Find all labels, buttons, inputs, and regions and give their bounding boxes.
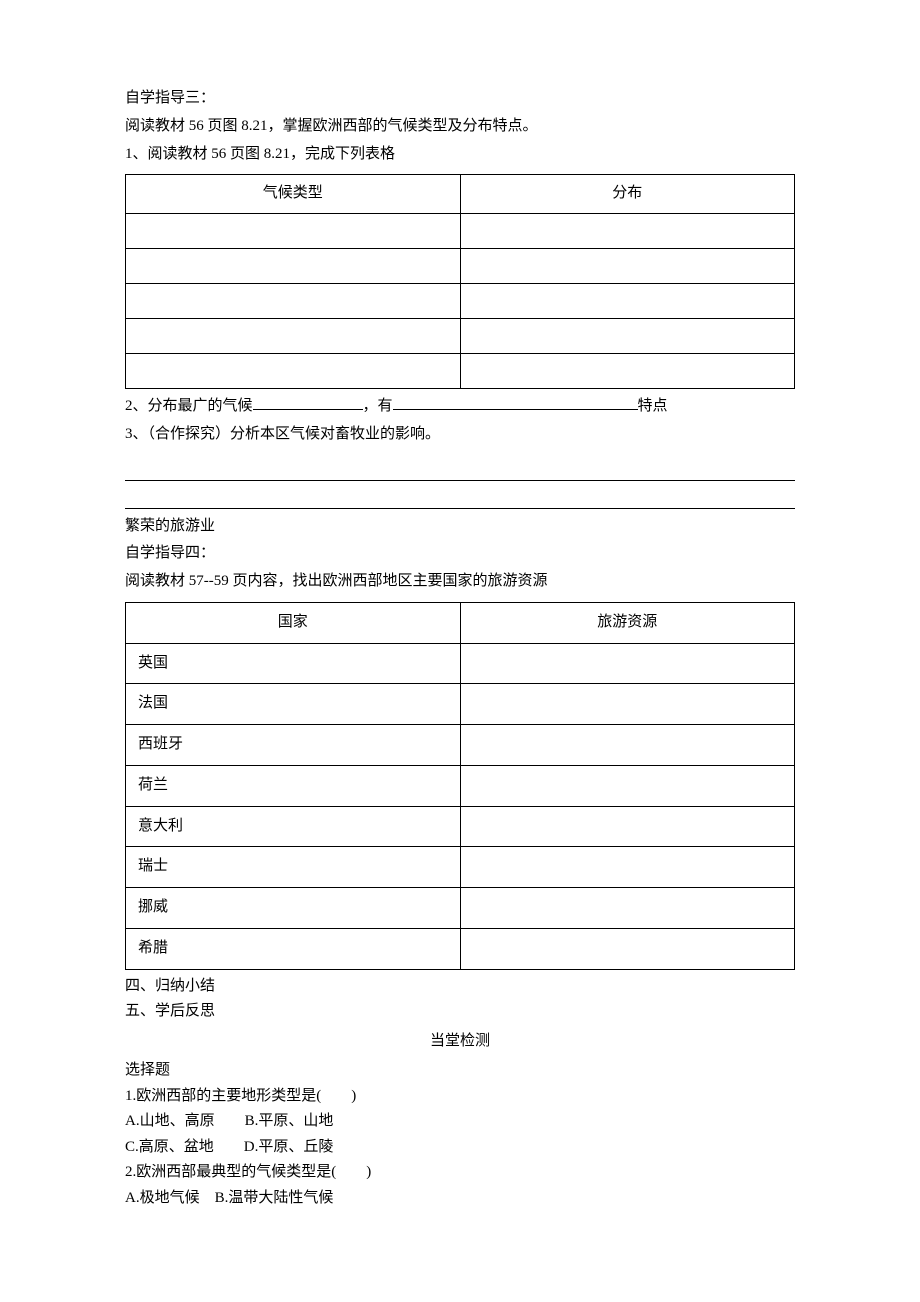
country-cell: 挪威 <box>126 888 461 929</box>
quiz-q1: 1.欧洲西部的主要地形类型是( ) <box>125 1084 795 1110</box>
cell <box>126 354 461 389</box>
quiz-q1-opts-a: A.山地、高原 B.平原、山地 <box>125 1109 795 1135</box>
section-4: 四、归纳小结 <box>125 974 795 1000</box>
table-row <box>126 249 795 284</box>
quiz-subtitle: 选择题 <box>125 1058 795 1084</box>
table-row: 西班牙 <box>126 725 795 766</box>
s3-q2-part-b: ，有 <box>363 398 393 414</box>
selfstudy-3-title: 自学指导三： <box>125 85 795 113</box>
cell <box>460 319 795 354</box>
table-header-row: 气候类型 分布 <box>126 175 795 214</box>
s3-q2-part-c: 特点 <box>638 398 668 414</box>
resource-cell <box>460 643 795 684</box>
cell <box>460 354 795 389</box>
resource-cell <box>460 684 795 725</box>
s3-q3-text: 3、（合作探究）分析本区气候对畜牧业的影响。 <box>125 421 795 449</box>
cell <box>126 214 461 249</box>
cell <box>126 249 461 284</box>
country-cell: 希腊 <box>126 928 461 969</box>
quiz-q1-opts-b: C.高原、盆地 D.平原、丘陵 <box>125 1135 795 1161</box>
country-cell: 意大利 <box>126 806 461 847</box>
country-cell: 西班牙 <box>126 725 461 766</box>
distribution-header: 分布 <box>460 175 795 214</box>
table-header-row: 国家 旅游资源 <box>126 602 795 643</box>
fill-blank <box>253 393 363 410</box>
table-row: 瑞士 <box>126 847 795 888</box>
quiz-q2-opts-a: A.极地气候 B.温带大陆性气候 <box>125 1186 795 1212</box>
resource-cell <box>460 928 795 969</box>
resource-cell <box>460 725 795 766</box>
tourism-table: 国家 旅游资源 英国 法国 西班牙 荷兰 意大利 瑞士 挪威 希腊 <box>125 602 795 970</box>
table-row: 希腊 <box>126 928 795 969</box>
table-row <box>126 214 795 249</box>
table-row: 荷兰 <box>126 765 795 806</box>
selfstudy-4-intro: 阅读教材 57--59 页内容，找出欧洲西部地区主要国家的旅游资源 <box>125 568 795 596</box>
table-row <box>126 319 795 354</box>
fill-blank <box>393 393 638 410</box>
cell <box>460 284 795 319</box>
s3-q2-part-a: 2、分布最广的气候 <box>125 398 253 414</box>
country-cell: 英国 <box>126 643 461 684</box>
cell <box>460 214 795 249</box>
answer-line <box>125 459 795 481</box>
quiz-q2: 2.欧洲西部最典型的气候类型是( ) <box>125 1160 795 1186</box>
cell <box>460 249 795 284</box>
table-row <box>126 284 795 319</box>
s3-q2-line: 2、分布最广的气候 ，有 特点 <box>125 393 795 421</box>
table-row: 意大利 <box>126 806 795 847</box>
climate-table: 气候类型 分布 <box>125 174 795 389</box>
resource-cell <box>460 888 795 929</box>
table-row <box>126 354 795 389</box>
table-row: 法国 <box>126 684 795 725</box>
answer-line <box>125 487 795 509</box>
s3-q1-text: 1、阅读教材 56 页图 8.21，完成下列表格 <box>125 141 795 169</box>
resource-cell <box>460 806 795 847</box>
country-cell: 荷兰 <box>126 765 461 806</box>
quiz-title: 当堂检测 <box>125 1029 795 1055</box>
country-header: 国家 <box>126 602 461 643</box>
cell <box>126 284 461 319</box>
resource-cell <box>460 765 795 806</box>
climate-type-header: 气候类型 <box>126 175 461 214</box>
tourism-title: 繁荣的旅游业 <box>125 513 795 541</box>
table-row: 英国 <box>126 643 795 684</box>
resource-header: 旅游资源 <box>460 602 795 643</box>
selfstudy-4-title: 自学指导四： <box>125 540 795 568</box>
resource-cell <box>460 847 795 888</box>
country-cell: 瑞士 <box>126 847 461 888</box>
country-cell: 法国 <box>126 684 461 725</box>
table-row: 挪威 <box>126 888 795 929</box>
selfstudy-3-intro: 阅读教材 56 页图 8.21，掌握欧洲西部的气候类型及分布特点。 <box>125 113 795 141</box>
cell <box>126 319 461 354</box>
section-5: 五、学后反思 <box>125 999 795 1025</box>
